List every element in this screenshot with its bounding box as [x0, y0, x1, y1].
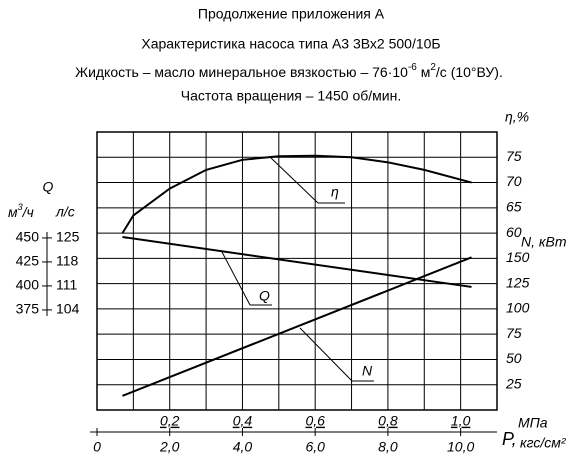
- y4-tick-label: 125: [56, 229, 80, 245]
- subtitle-part: 2: [430, 62, 436, 73]
- y2-tick-label: 70: [506, 173, 522, 189]
- subtitle: Частота вращения – 1450 об/мин.: [181, 88, 401, 104]
- subtitle-part: Жидкость – масло минеральное вязкостью –…: [75, 64, 408, 80]
- leader: [269, 156, 319, 204]
- title: Продолжение приложения А: [198, 6, 385, 22]
- y4-unit: л/с: [55, 204, 75, 220]
- y3-tick-label: 375: [16, 301, 40, 317]
- x2-tick-label: 8,0: [378, 439, 398, 455]
- y3-tick-label: 400: [16, 277, 40, 293]
- leader: [299, 327, 353, 382]
- subtitle: Жидкость – масло минеральное вязкостью –…: [75, 62, 503, 80]
- y3-unit: м3/ч: [8, 202, 34, 219]
- x2-label: P,: [502, 429, 517, 449]
- subtitle-part: м: [417, 64, 431, 80]
- y4-tick-label: 111: [56, 277, 77, 293]
- y3-label: Q: [43, 179, 54, 195]
- y4-tick-label: 118: [56, 253, 79, 269]
- y2-label: η,%: [505, 109, 529, 125]
- series-label: Q: [259, 288, 270, 304]
- y3-tick-label: 425: [16, 253, 40, 269]
- y-label: N, кВт: [521, 234, 567, 250]
- x2-label: кгс/см²: [520, 435, 567, 451]
- y-tick-label: 150: [506, 249, 530, 265]
- y3-tick-label: 450: [16, 229, 40, 245]
- series-line: [122, 236, 472, 288]
- x-tick-label: 0,8: [378, 413, 398, 429]
- series-label: N: [362, 363, 373, 379]
- subtitle-part: -6: [408, 62, 417, 73]
- x2-tick-label: 4,0: [233, 439, 253, 455]
- subtitle-part: /с (10°ВУ).: [436, 64, 503, 80]
- x-label: МПа: [518, 415, 548, 431]
- y2-tick-label: 75: [506, 148, 522, 164]
- y4-tick-label: 104: [56, 301, 80, 317]
- unit-part: /ч: [22, 204, 34, 220]
- x-tick-label: 0,4: [233, 413, 253, 429]
- y-tick-label: 100: [506, 300, 530, 316]
- y2-tick-label: 65: [506, 199, 522, 215]
- x2-tick-label: 6,0: [305, 439, 325, 455]
- leader: [221, 251, 251, 306]
- series-line: [122, 256, 472, 397]
- x-tick-label: 0,2: [160, 413, 180, 429]
- y2-tick-label: 60: [506, 224, 522, 240]
- series-line: [121, 154, 472, 234]
- x2-tick-label: 2,0: [159, 439, 180, 455]
- unit-part: 3: [18, 202, 23, 212]
- y-tick-label: 25: [505, 375, 522, 391]
- x2-tick-label: 10,0: [447, 439, 474, 455]
- y-tick-label: 50: [506, 350, 522, 366]
- y-tick-label: 125: [506, 274, 530, 290]
- x-tick-label: 0,6: [305, 413, 325, 429]
- unit-part: м: [8, 204, 18, 220]
- plot-frame: [96, 131, 498, 411]
- series-label: η: [331, 184, 339, 200]
- y-tick-label: 75: [506, 325, 522, 341]
- x-tick-label: 1,0: [451, 413, 471, 429]
- x2-tick-label: 0: [93, 439, 101, 455]
- title: Характеристика насоса типа А3 3Вх2 500/1…: [141, 36, 440, 52]
